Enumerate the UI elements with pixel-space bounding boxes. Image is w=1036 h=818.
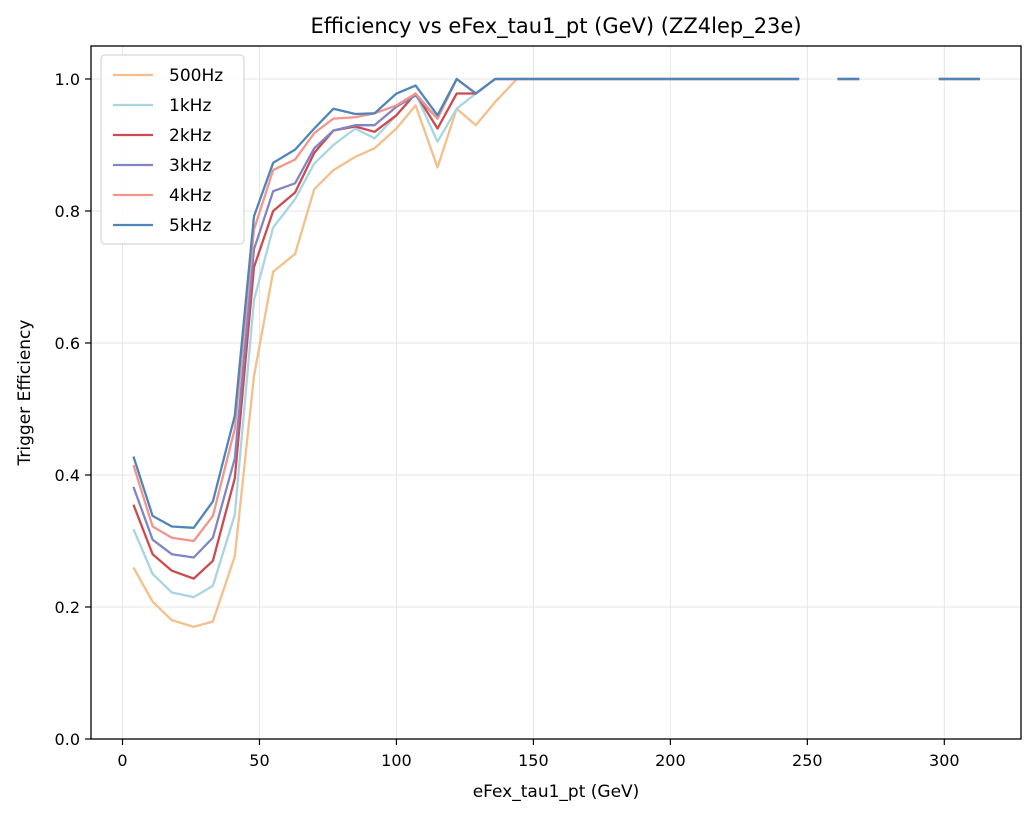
- y-tick-label: 0.0: [55, 730, 80, 749]
- legend-label: 3kHz: [169, 156, 211, 176]
- plot-frame: [90, 45, 1022, 740]
- y-tick-label: 0.6: [55, 334, 80, 353]
- series-lines: [132, 77, 980, 628]
- legend-label: 4kHz: [169, 186, 211, 206]
- legend-label: 2kHz: [169, 126, 211, 146]
- x-tick-label: 0: [117, 751, 127, 770]
- y-axis-label: Trigger Efficiency: [15, 320, 35, 467]
- y-tick-label: 0.2: [55, 598, 80, 617]
- legend-label: 500Hz: [169, 66, 223, 86]
- x-tick-label: 150: [518, 751, 549, 770]
- x-tick-label: 100: [381, 751, 412, 770]
- chart-title: Efficiency vs eFex_tau1_pt (GeV) (ZZ4lep…: [310, 14, 801, 39]
- x-tick-label: 200: [655, 751, 686, 770]
- series-line-3kHz: [132, 77, 980, 559]
- legend-box: [100, 54, 245, 245]
- series-line-4kHz: [132, 77, 980, 543]
- y-tick-label: 0.4: [55, 466, 80, 485]
- series-line-5kHz: [132, 77, 980, 529]
- y-tick-label: 1.0: [55, 70, 80, 89]
- series-line-500Hz: [132, 77, 980, 628]
- legend-label: 1kHz: [169, 96, 211, 116]
- series-line-2kHz: [132, 77, 980, 580]
- x-axis-label: eFex_tau1_pt (GeV): [473, 782, 640, 802]
- y-tick-label: 0.8: [55, 202, 80, 221]
- axis-ticks: 0 50 100 150 200 250 300 0.0 0.2 0.4 0.6 0.8 1.0: [55, 70, 960, 770]
- legend: 500Hz 1kHz 2kHz 3kHz 4kHz 5kHz: [100, 54, 245, 245]
- x-tick-label: 300: [929, 751, 960, 770]
- legend-label: 5kHz: [169, 216, 211, 236]
- x-tick-label: 250: [792, 751, 823, 770]
- x-tick-label: 50: [249, 751, 269, 770]
